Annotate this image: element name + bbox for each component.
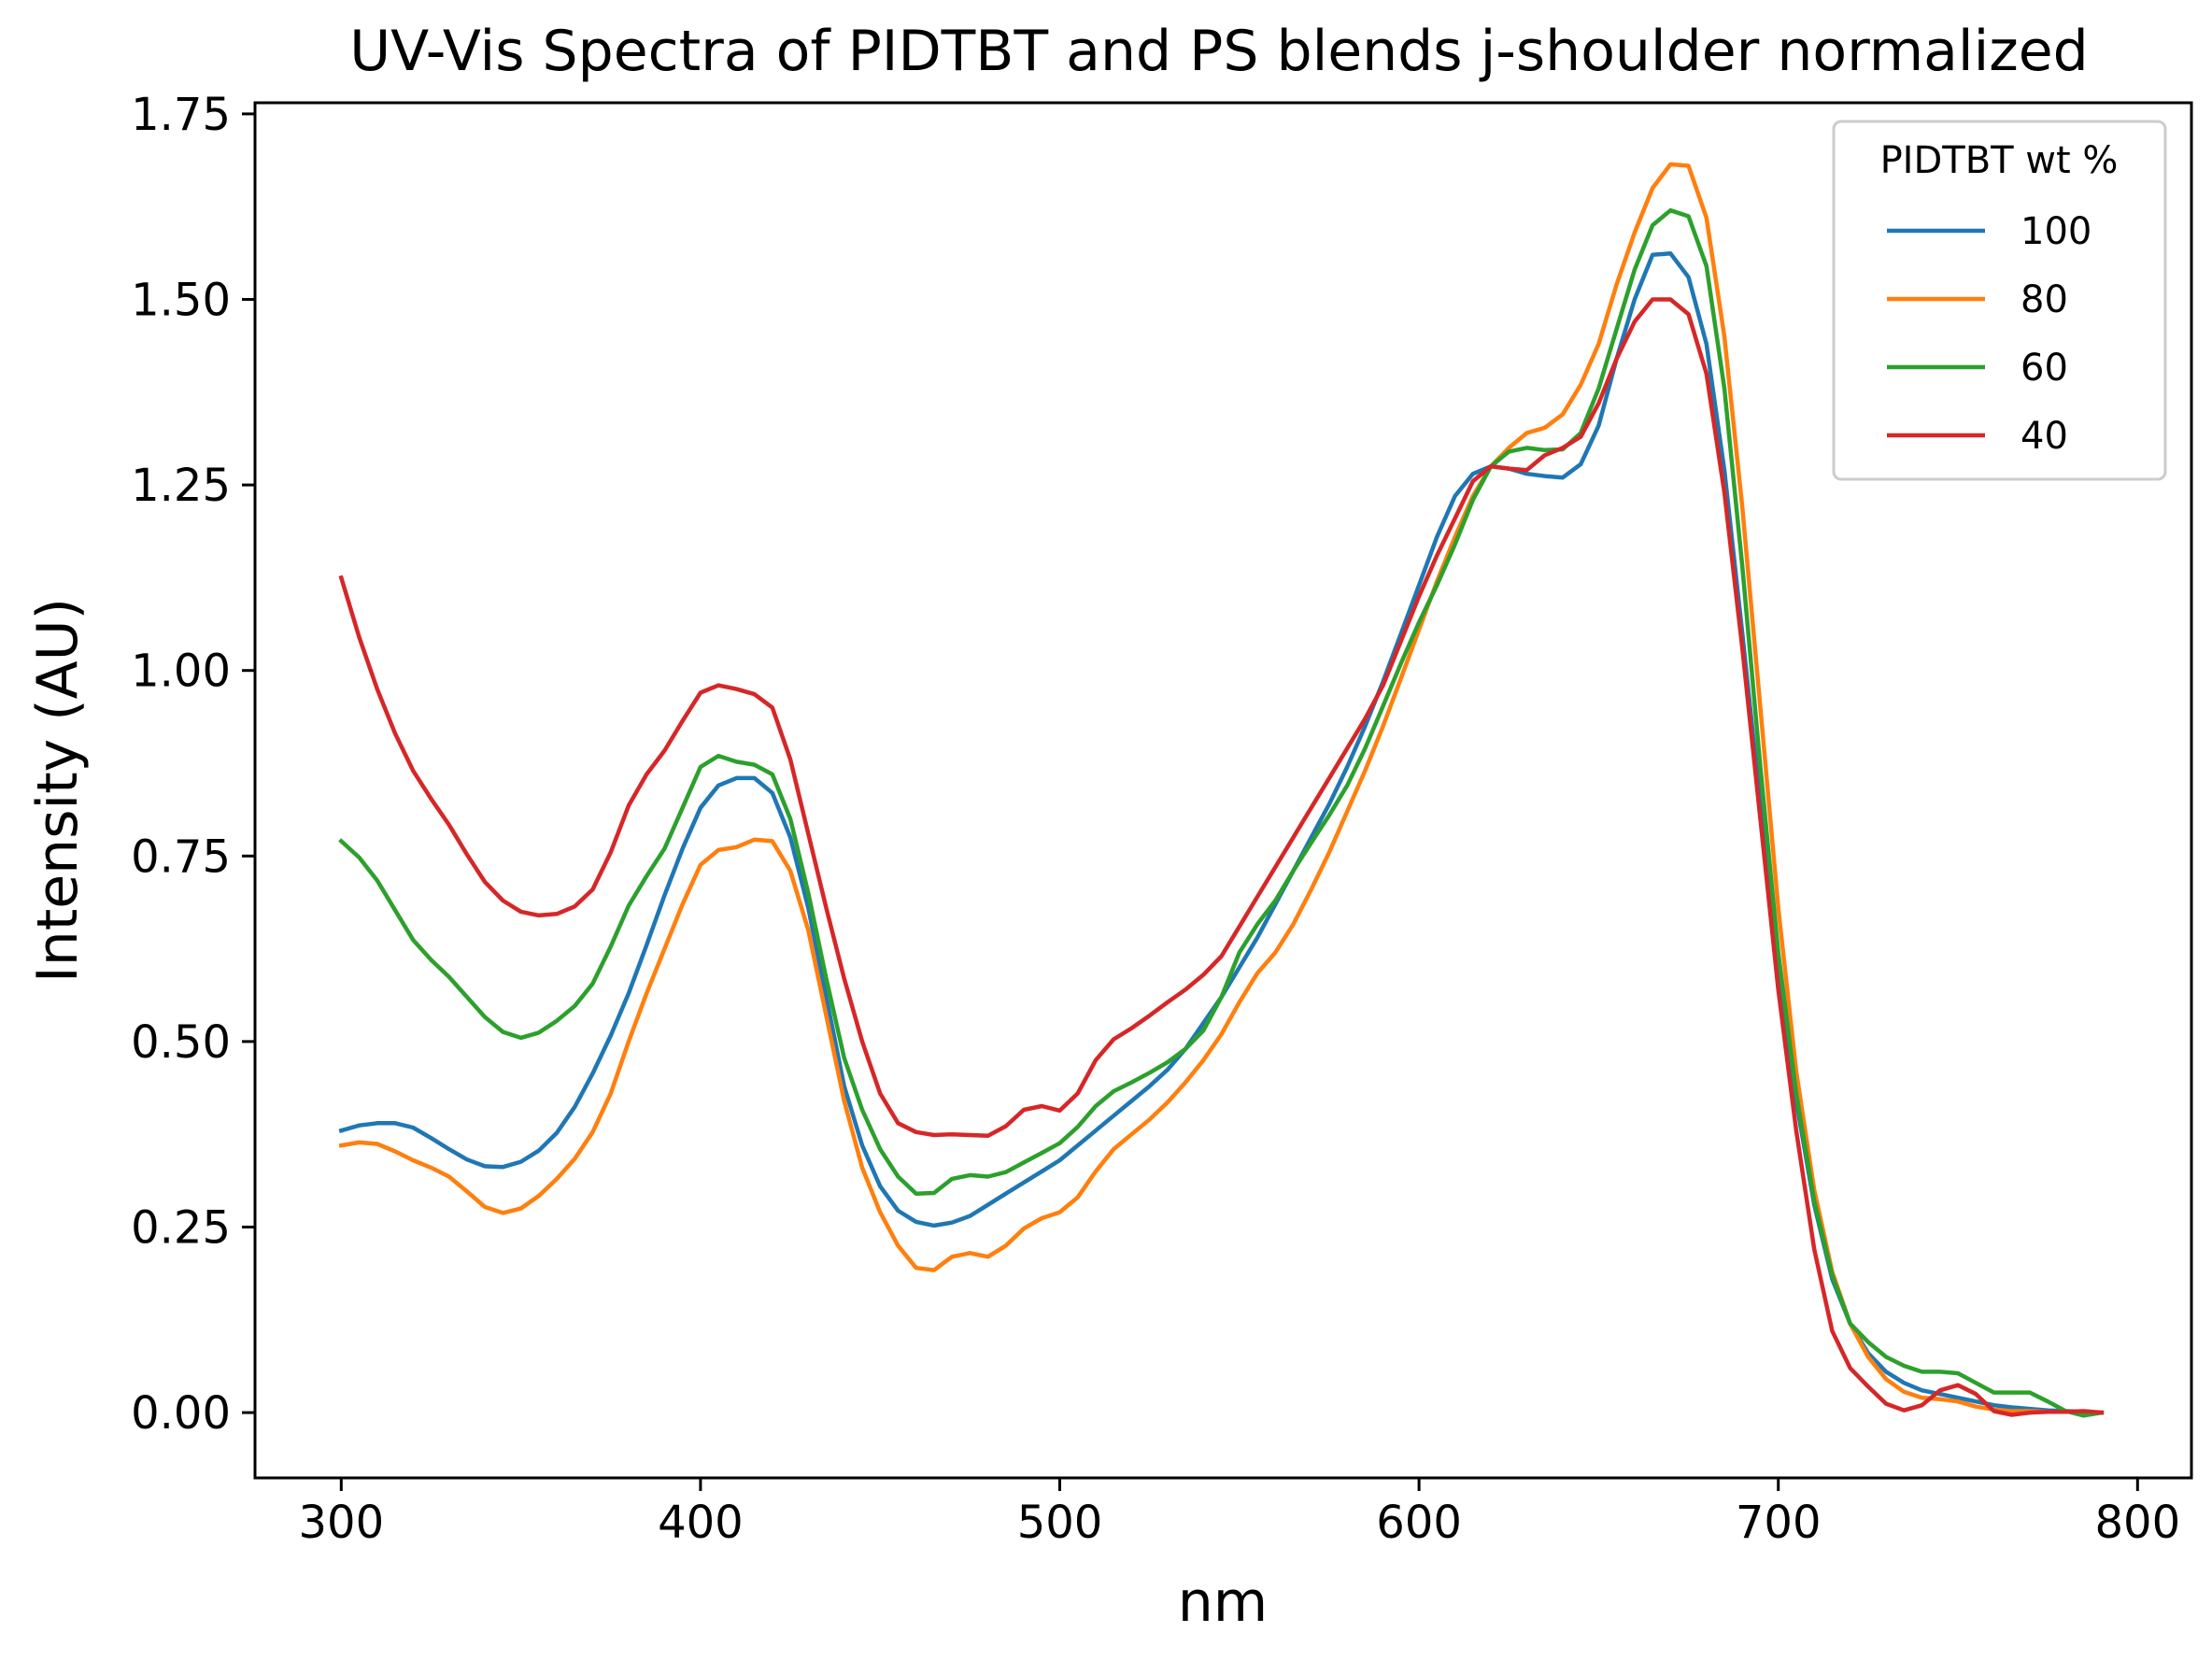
y-axis: 0.00 0.25 0.50 0.75 1.00 1.25 1.50 1.75 <box>131 89 255 1440</box>
legend: PIDTBT wt % 100 80 60 40 <box>1832 120 2167 481</box>
y-tick-label: 1.75 <box>131 89 231 141</box>
y-tick-label: 0.50 <box>131 1016 231 1069</box>
x-tick-label: 800 <box>2094 1497 2180 1549</box>
x-tick-label: 500 <box>1017 1497 1103 1549</box>
legend-title: PIDTBT wt % <box>1880 139 2119 182</box>
legend-entries: 100 80 60 40 <box>1887 210 2091 458</box>
x-tick-label: 400 <box>658 1497 744 1549</box>
y-tick-label: 0.00 <box>131 1387 231 1440</box>
y-tick-label: 0.25 <box>131 1201 231 1254</box>
x-tick-label: 700 <box>1736 1497 1822 1549</box>
y-tick-label: 1.50 <box>131 275 231 327</box>
chart-title: UV-Vis Spectra of PIDTBT and PS blends j… <box>349 19 2089 84</box>
series-line-40 <box>338 297 2105 1417</box>
x-tick-label: 300 <box>298 1497 384 1549</box>
legend-label-60: 60 <box>2021 347 2068 390</box>
series-line-80 <box>338 162 2105 1415</box>
legend-label-100: 100 <box>2021 210 2091 253</box>
series-layer <box>338 162 2105 1418</box>
legend-label-80: 80 <box>2021 278 2068 321</box>
y-tick-label: 1.25 <box>131 460 231 512</box>
y-tick-label: 1.00 <box>131 646 231 698</box>
y-axis-label: Intensity (AU) <box>25 598 91 983</box>
x-tick-label: 600 <box>1376 1497 1462 1549</box>
legend-box <box>1832 120 2167 481</box>
x-axis-label: nm <box>1178 1569 1268 1635</box>
legend-label-40: 40 <box>2021 415 2068 458</box>
x-axis: 300 400 500 600 700 800 <box>298 1478 2180 1549</box>
y-tick-label: 0.75 <box>131 830 231 883</box>
plot-area-frame <box>253 101 2193 1480</box>
series-line-60 <box>338 207 2105 1418</box>
